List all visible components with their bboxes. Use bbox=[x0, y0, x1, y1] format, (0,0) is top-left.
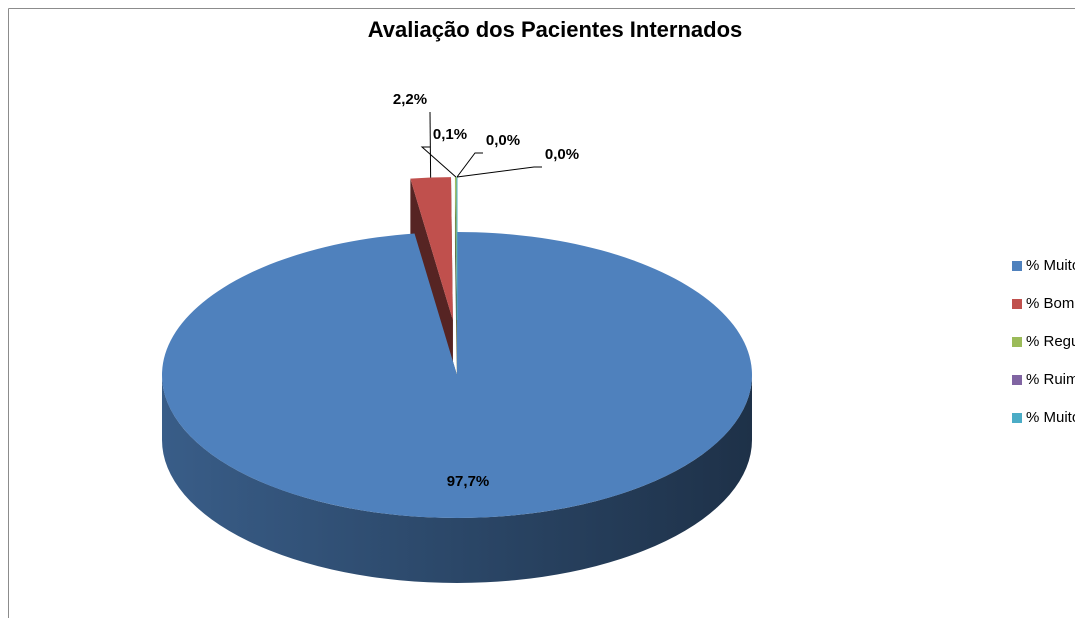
data-label: 0,1% bbox=[433, 126, 467, 143]
data-label: 0,0% bbox=[486, 132, 520, 149]
slice bbox=[454, 177, 457, 321]
slice-wall bbox=[454, 177, 457, 386]
legend-label: % Muito Ruim bbox=[1026, 409, 1075, 426]
slice bbox=[410, 177, 453, 321]
legend-swatch bbox=[1012, 413, 1022, 423]
leader-line bbox=[420, 146, 457, 178]
legend-swatch bbox=[1012, 261, 1022, 271]
data-label: 97,7% bbox=[447, 473, 490, 490]
legend-label: % Ruim bbox=[1026, 371, 1075, 388]
slice-side bbox=[162, 375, 752, 583]
leader-line bbox=[429, 111, 432, 178]
legend-swatch bbox=[1012, 375, 1022, 385]
legend-label: % Regular bbox=[1026, 333, 1075, 350]
legend-label: % Bom bbox=[1026, 295, 1074, 312]
slice bbox=[162, 232, 753, 518]
legend-swatch bbox=[1012, 299, 1022, 309]
legend-label: % Muito Bom bbox=[1026, 257, 1075, 274]
chart-title: Avaliação dos Pacientes Internados bbox=[368, 17, 743, 42]
legend-swatch bbox=[1012, 337, 1022, 347]
leader-line bbox=[456, 166, 542, 178]
leader-line bbox=[456, 152, 483, 178]
data-label: 2,2% bbox=[393, 91, 427, 108]
data-label: 0,0% bbox=[545, 146, 579, 163]
